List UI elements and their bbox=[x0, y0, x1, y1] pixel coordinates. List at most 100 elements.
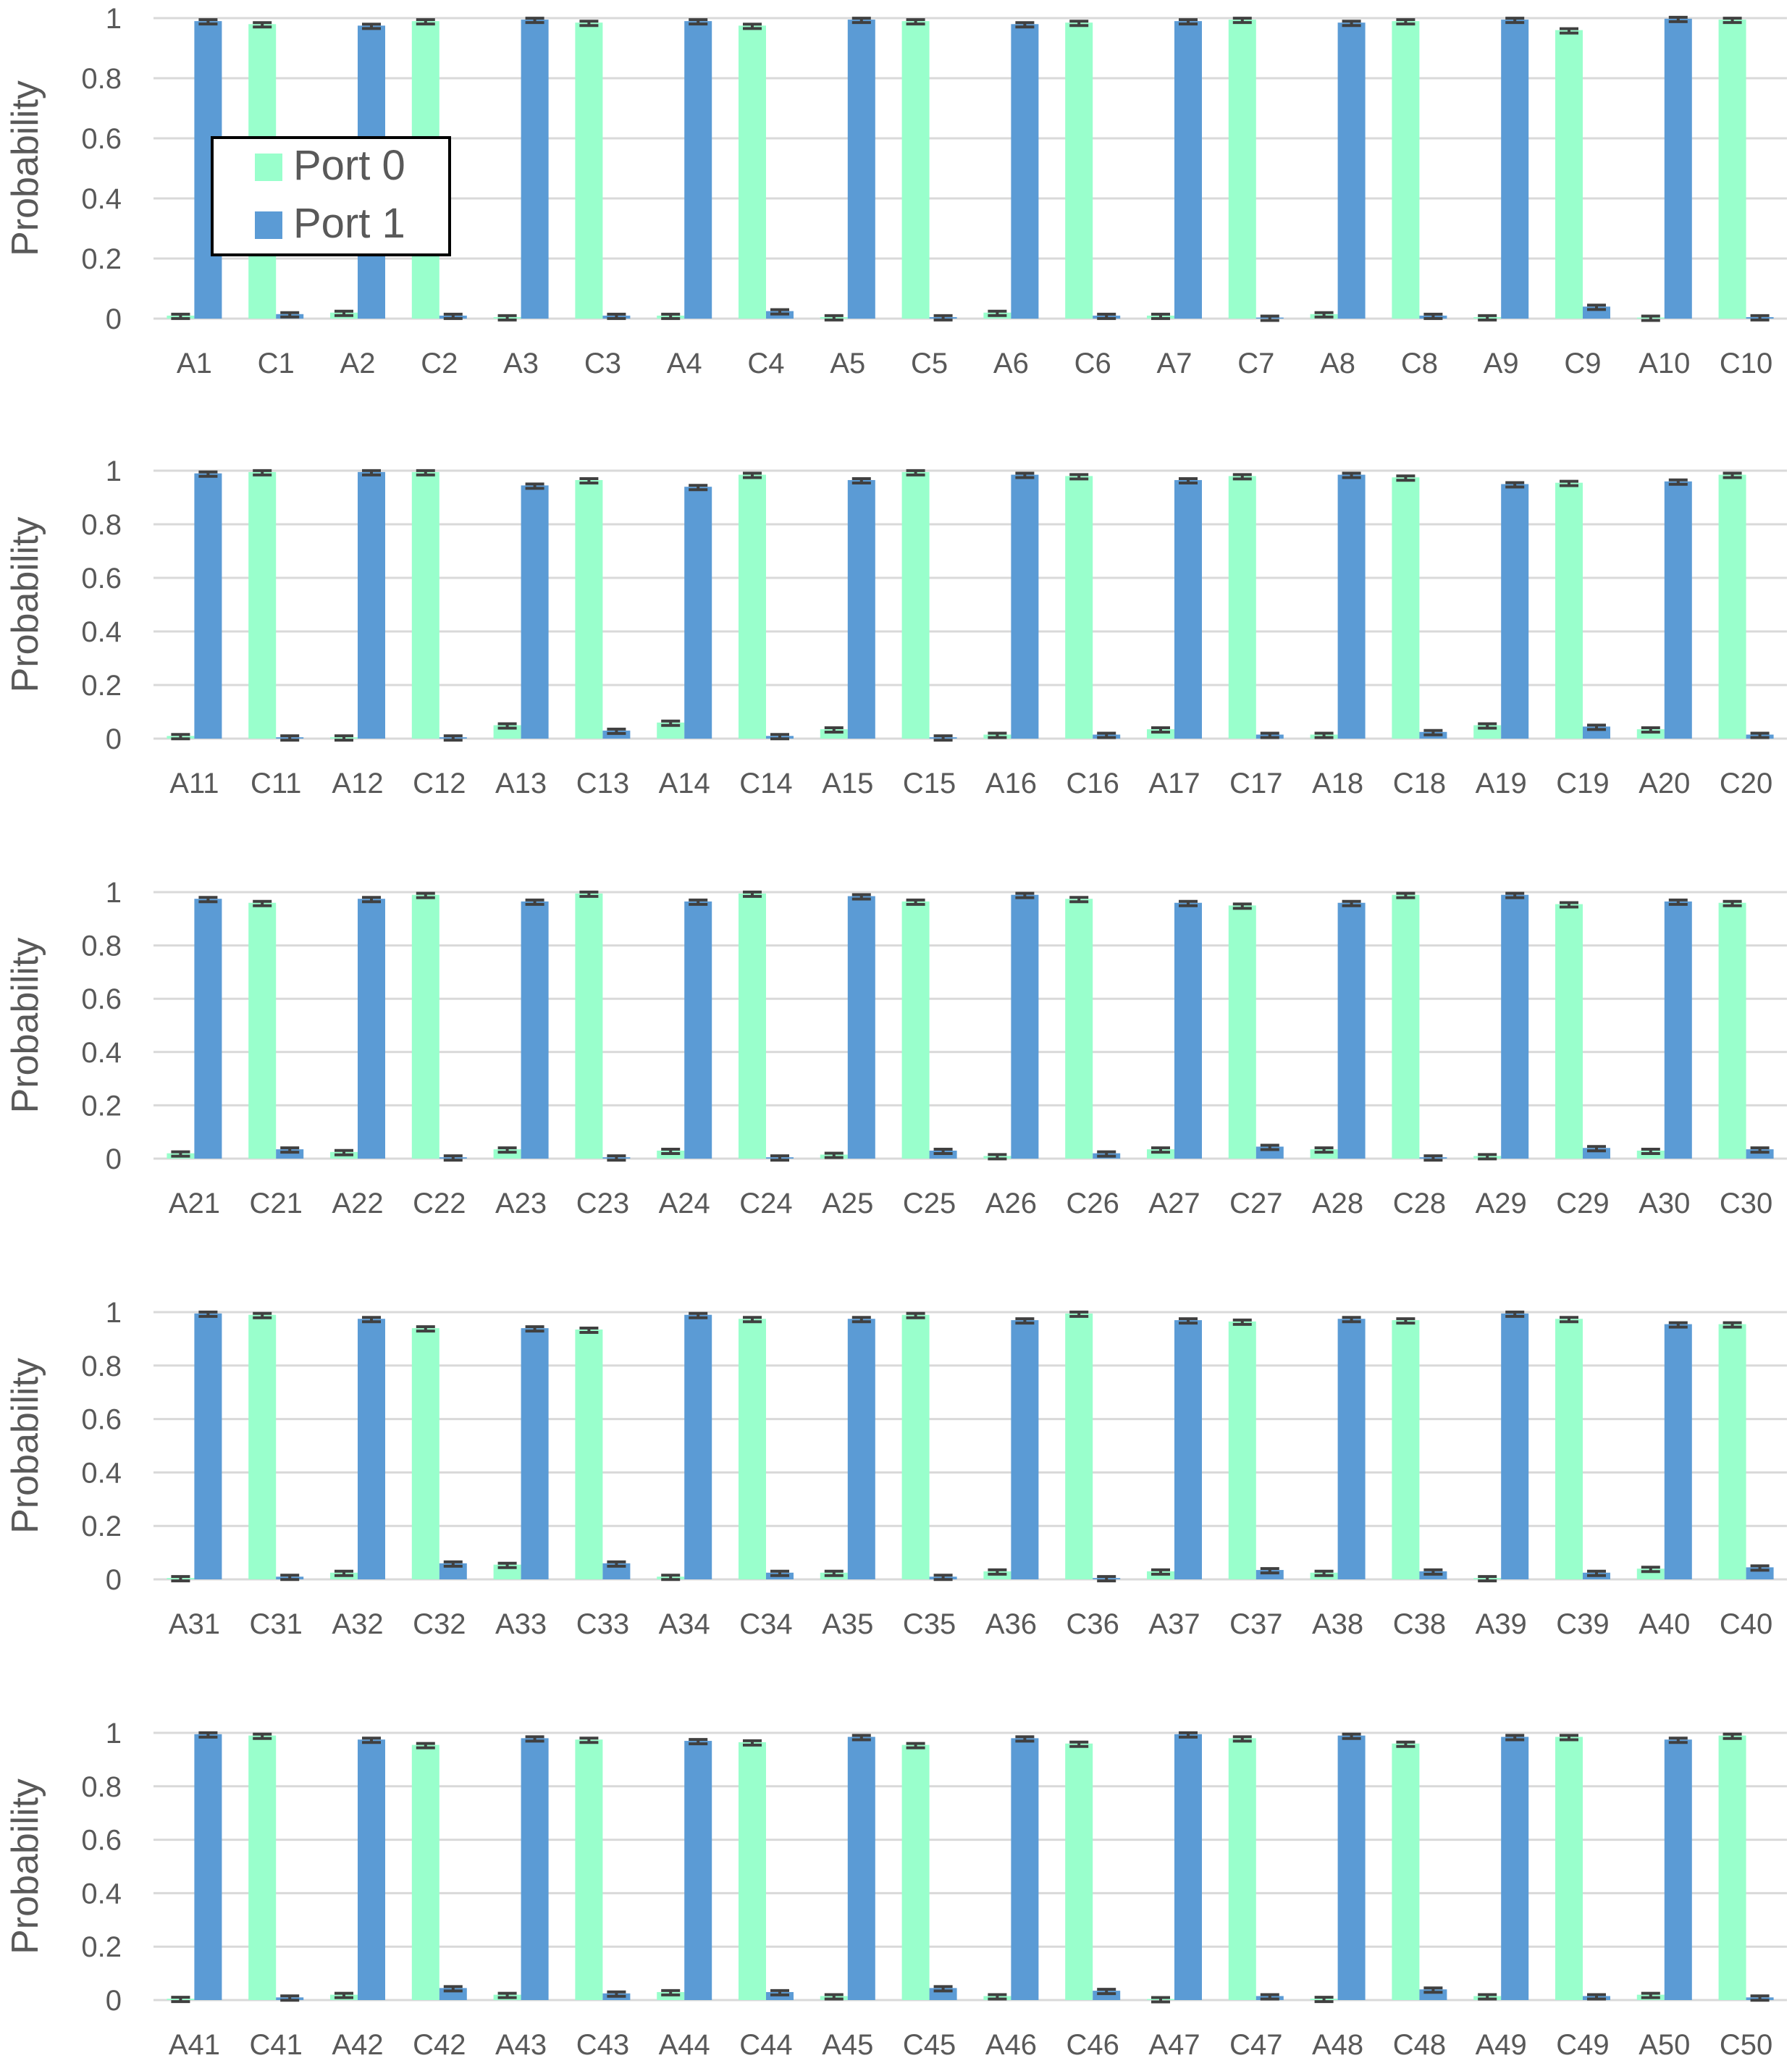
x-tick-label: A14 bbox=[659, 768, 710, 799]
bar-port-0-c13 bbox=[575, 479, 603, 739]
y-tick-label: 1 bbox=[106, 877, 122, 909]
y-tick-label: 0.4 bbox=[81, 1457, 122, 1489]
bar-port-1-a20 bbox=[1664, 481, 1692, 739]
bar-port-0-c22 bbox=[411, 894, 439, 1159]
bar-port-1-a31 bbox=[194, 1313, 222, 1579]
bar-port-0-c21 bbox=[248, 902, 277, 1159]
x-tick-label: A48 bbox=[1312, 2029, 1363, 2058]
bar-port-0-c19 bbox=[1555, 482, 1583, 739]
y-axis-label: Probability bbox=[4, 1358, 46, 1534]
y-tick-label: 0.2 bbox=[81, 670, 122, 702]
bar-port-1-a22 bbox=[358, 899, 385, 1159]
y-axis-label: Probability bbox=[4, 1778, 46, 1954]
bar-port-1-a50 bbox=[1664, 1739, 1692, 2000]
x-tick-label: C11 bbox=[251, 768, 301, 799]
x-tick-label: A28 bbox=[1312, 1188, 1363, 1219]
y-tick-label: 0.8 bbox=[81, 1351, 122, 1382]
bar-port-0-c5 bbox=[901, 21, 930, 319]
bar-port-0-c42 bbox=[411, 1744, 439, 2000]
x-tick-label: A11 bbox=[169, 768, 219, 799]
x-tick-label: A33 bbox=[495, 1608, 547, 1640]
bar-port-1-a48 bbox=[1337, 1735, 1366, 2000]
x-tick-label: A25 bbox=[822, 1188, 873, 1219]
bar-port-1-a26 bbox=[1011, 894, 1039, 1159]
bar-port-0-c23 bbox=[575, 893, 603, 1159]
x-tick-label: C23 bbox=[576, 1188, 629, 1219]
x-tick-label: A42 bbox=[332, 2029, 383, 2058]
bar-port-0-c37 bbox=[1228, 1321, 1256, 1579]
x-tick-label: C33 bbox=[576, 1608, 629, 1640]
y-tick-label: 0 bbox=[106, 1143, 122, 1175]
bar-port-0-c16 bbox=[1065, 476, 1093, 739]
y-tick-label: 1 bbox=[106, 3, 122, 35]
bar-port-0-c9 bbox=[1555, 30, 1583, 319]
x-tick-label: A30 bbox=[1639, 1188, 1690, 1219]
x-tick-label: A17 bbox=[1148, 768, 1200, 799]
y-axis-label: Probability bbox=[4, 517, 46, 693]
chart-panel-5: 0 0.2 0.4 0.6 0.8 1 Probability A41 C41 A42 C42 A43… bbox=[4, 1718, 1787, 2058]
y-tick-label: 1 bbox=[106, 1297, 122, 1329]
chart-panel-2: 0 0.2 0.4 0.6 0.8 1 Probability A11 C11 A12 C12 A13… bbox=[4, 455, 1787, 799]
x-tick-label: C20 bbox=[1720, 768, 1772, 799]
x-tick-label: A31 bbox=[169, 1608, 220, 1640]
y-tick-label: 0 bbox=[106, 723, 122, 755]
x-tick-label: A12 bbox=[332, 768, 383, 799]
x-tick-label: A40 bbox=[1639, 1608, 1690, 1640]
y-tick-label: 0.6 bbox=[81, 1825, 122, 1857]
bar-port-0-c17 bbox=[1228, 476, 1256, 739]
bar-port-0-c8 bbox=[1392, 21, 1420, 319]
bar-port-0-c27 bbox=[1228, 905, 1256, 1159]
x-tick-label: C44 bbox=[739, 2029, 792, 2058]
x-tick-label: C30 bbox=[1720, 1188, 1772, 1219]
x-tick-label: A4 bbox=[667, 348, 702, 379]
x-tick-label: C25 bbox=[903, 1188, 956, 1219]
bar-port-1-a10 bbox=[1664, 18, 1692, 319]
x-tick-label: C45 bbox=[903, 2029, 956, 2058]
x-tick-label: C26 bbox=[1067, 1188, 1119, 1219]
x-tick-label: C8 bbox=[1401, 348, 1438, 379]
y-tick-label: 0.8 bbox=[81, 63, 122, 95]
chart-panel-4: 0 0.2 0.4 0.6 0.8 1 Probability A31 C31 A32 C32 A33… bbox=[4, 1297, 1787, 1640]
x-tick-label: C40 bbox=[1720, 1608, 1772, 1640]
x-tick-label: A15 bbox=[822, 768, 873, 799]
bar-port-1-a33 bbox=[521, 1328, 549, 1579]
bar-port-0-c29 bbox=[1555, 904, 1583, 1159]
x-tick-label: C6 bbox=[1074, 348, 1111, 379]
x-tick-label: A16 bbox=[985, 768, 1037, 799]
bar-port-0-c38 bbox=[1392, 1320, 1420, 1579]
bar-port-1-a46 bbox=[1011, 1738, 1039, 2000]
bar-port-0-c43 bbox=[575, 1739, 603, 2000]
x-tick-label: A7 bbox=[1157, 348, 1192, 379]
x-tick-label: A32 bbox=[332, 1608, 383, 1640]
bar-port-0-c49 bbox=[1555, 1736, 1583, 2000]
legend: Port 0 Port 1 bbox=[211, 136, 451, 256]
x-tick-label: C50 bbox=[1720, 2029, 1772, 2058]
bar-port-0-c12 bbox=[411, 471, 439, 739]
bar-port-0-c28 bbox=[1392, 894, 1420, 1159]
x-tick-label: A10 bbox=[1639, 348, 1690, 379]
bar-port-0-c31 bbox=[248, 1314, 277, 1579]
bar-port-0-c40 bbox=[1718, 1324, 1746, 1579]
x-tick-label: C31 bbox=[250, 1608, 303, 1640]
x-tick-label: C5 bbox=[911, 348, 948, 379]
bar-port-1-a25 bbox=[847, 896, 875, 1159]
x-tick-label: C4 bbox=[747, 348, 784, 379]
legend-swatch bbox=[255, 154, 282, 181]
x-tick-label: C12 bbox=[413, 768, 466, 799]
bar-port-1-a14 bbox=[684, 487, 712, 739]
x-tick-label: A47 bbox=[1148, 2029, 1200, 2058]
x-tick-label: C9 bbox=[1564, 348, 1601, 379]
x-tick-label: C37 bbox=[1229, 1608, 1282, 1640]
bar-port-0-c14 bbox=[739, 474, 766, 739]
bar-port-1-a3 bbox=[521, 20, 549, 319]
x-tick-label: A27 bbox=[1148, 1188, 1200, 1219]
bar-port-1-a45 bbox=[847, 1736, 875, 2000]
bar-port-1-a8 bbox=[1337, 22, 1366, 319]
bar-port-1-a39 bbox=[1501, 1313, 1529, 1579]
x-tick-label: C16 bbox=[1067, 768, 1119, 799]
y-tick-label: 0.8 bbox=[81, 931, 122, 962]
y-tick-label: 0.4 bbox=[81, 1037, 122, 1069]
bar-port-1-a27 bbox=[1174, 902, 1202, 1159]
bar-port-1-a6 bbox=[1011, 24, 1039, 319]
bar-port-1-a9 bbox=[1501, 20, 1529, 319]
